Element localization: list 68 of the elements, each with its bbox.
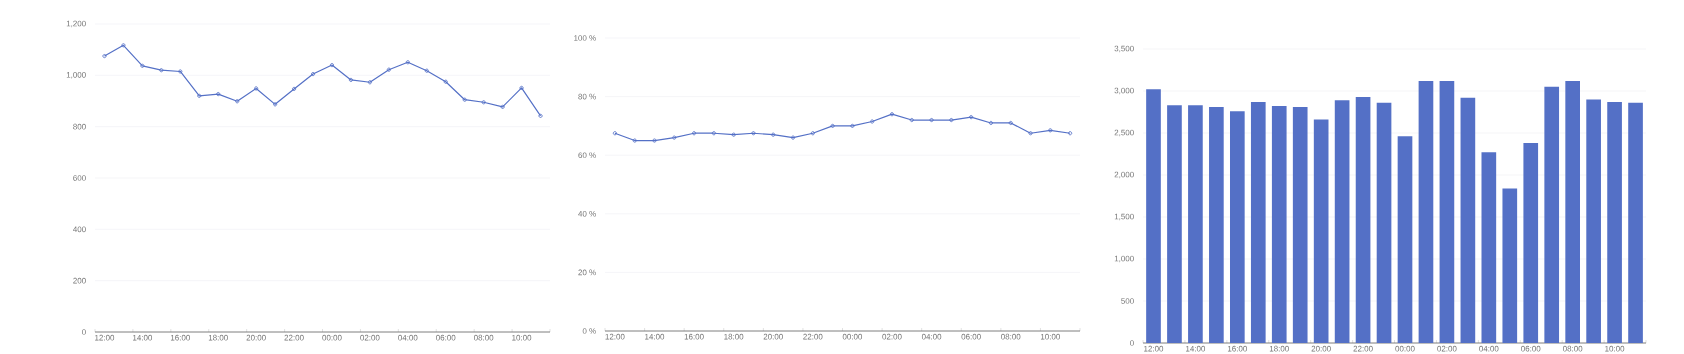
point (367, 80, 372, 85)
bar (1544, 86, 1560, 343)
point (140, 63, 145, 68)
bar (1271, 106, 1287, 343)
point (929, 117, 934, 123)
bar (1146, 89, 1161, 343)
point (969, 115, 974, 120)
bar (1628, 102, 1643, 343)
point (949, 117, 954, 123)
bar (1607, 101, 1622, 343)
point (235, 99, 240, 104)
point (711, 131, 716, 136)
point (443, 79, 448, 84)
point (329, 63, 335, 68)
bar (1229, 111, 1245, 343)
bar (1313, 119, 1329, 343)
bar (1334, 100, 1350, 343)
point (519, 85, 524, 90)
point (121, 43, 126, 48)
point (889, 112, 895, 117)
point (1008, 120, 1013, 126)
point (771, 132, 776, 137)
point (386, 67, 391, 72)
point (273, 102, 278, 107)
point (632, 138, 637, 143)
point (197, 93, 202, 98)
bar (1439, 80, 1455, 343)
point (254, 86, 259, 91)
point (731, 132, 736, 137)
bar (1188, 105, 1203, 343)
bar (1209, 106, 1224, 343)
point (1028, 131, 1033, 136)
bar (1586, 99, 1601, 343)
bar (1376, 102, 1392, 343)
point (751, 131, 756, 136)
point (216, 92, 221, 97)
bar (1167, 105, 1182, 343)
point (292, 86, 297, 91)
bar (1355, 96, 1371, 343)
point (652, 138, 657, 143)
point (405, 60, 410, 65)
point (481, 100, 486, 105)
point (850, 123, 855, 128)
point (790, 135, 796, 140)
point (909, 117, 914, 123)
point (500, 104, 505, 109)
point (348, 77, 353, 82)
bar (1250, 101, 1266, 343)
point (310, 72, 316, 77)
bar (1481, 152, 1497, 343)
bar (1418, 80, 1434, 343)
point (178, 69, 183, 74)
point (830, 123, 835, 128)
bar (1502, 188, 1518, 343)
bar (1397, 136, 1413, 343)
bar (1523, 143, 1539, 343)
point (1048, 128, 1053, 133)
bar (1292, 106, 1308, 343)
point (462, 97, 467, 102)
point (988, 120, 993, 126)
point (672, 135, 677, 140)
point (159, 68, 164, 73)
point (810, 131, 815, 136)
point (424, 68, 429, 73)
point (870, 119, 875, 124)
point (692, 131, 697, 136)
bar (1565, 80, 1580, 343)
bar (1460, 97, 1476, 343)
